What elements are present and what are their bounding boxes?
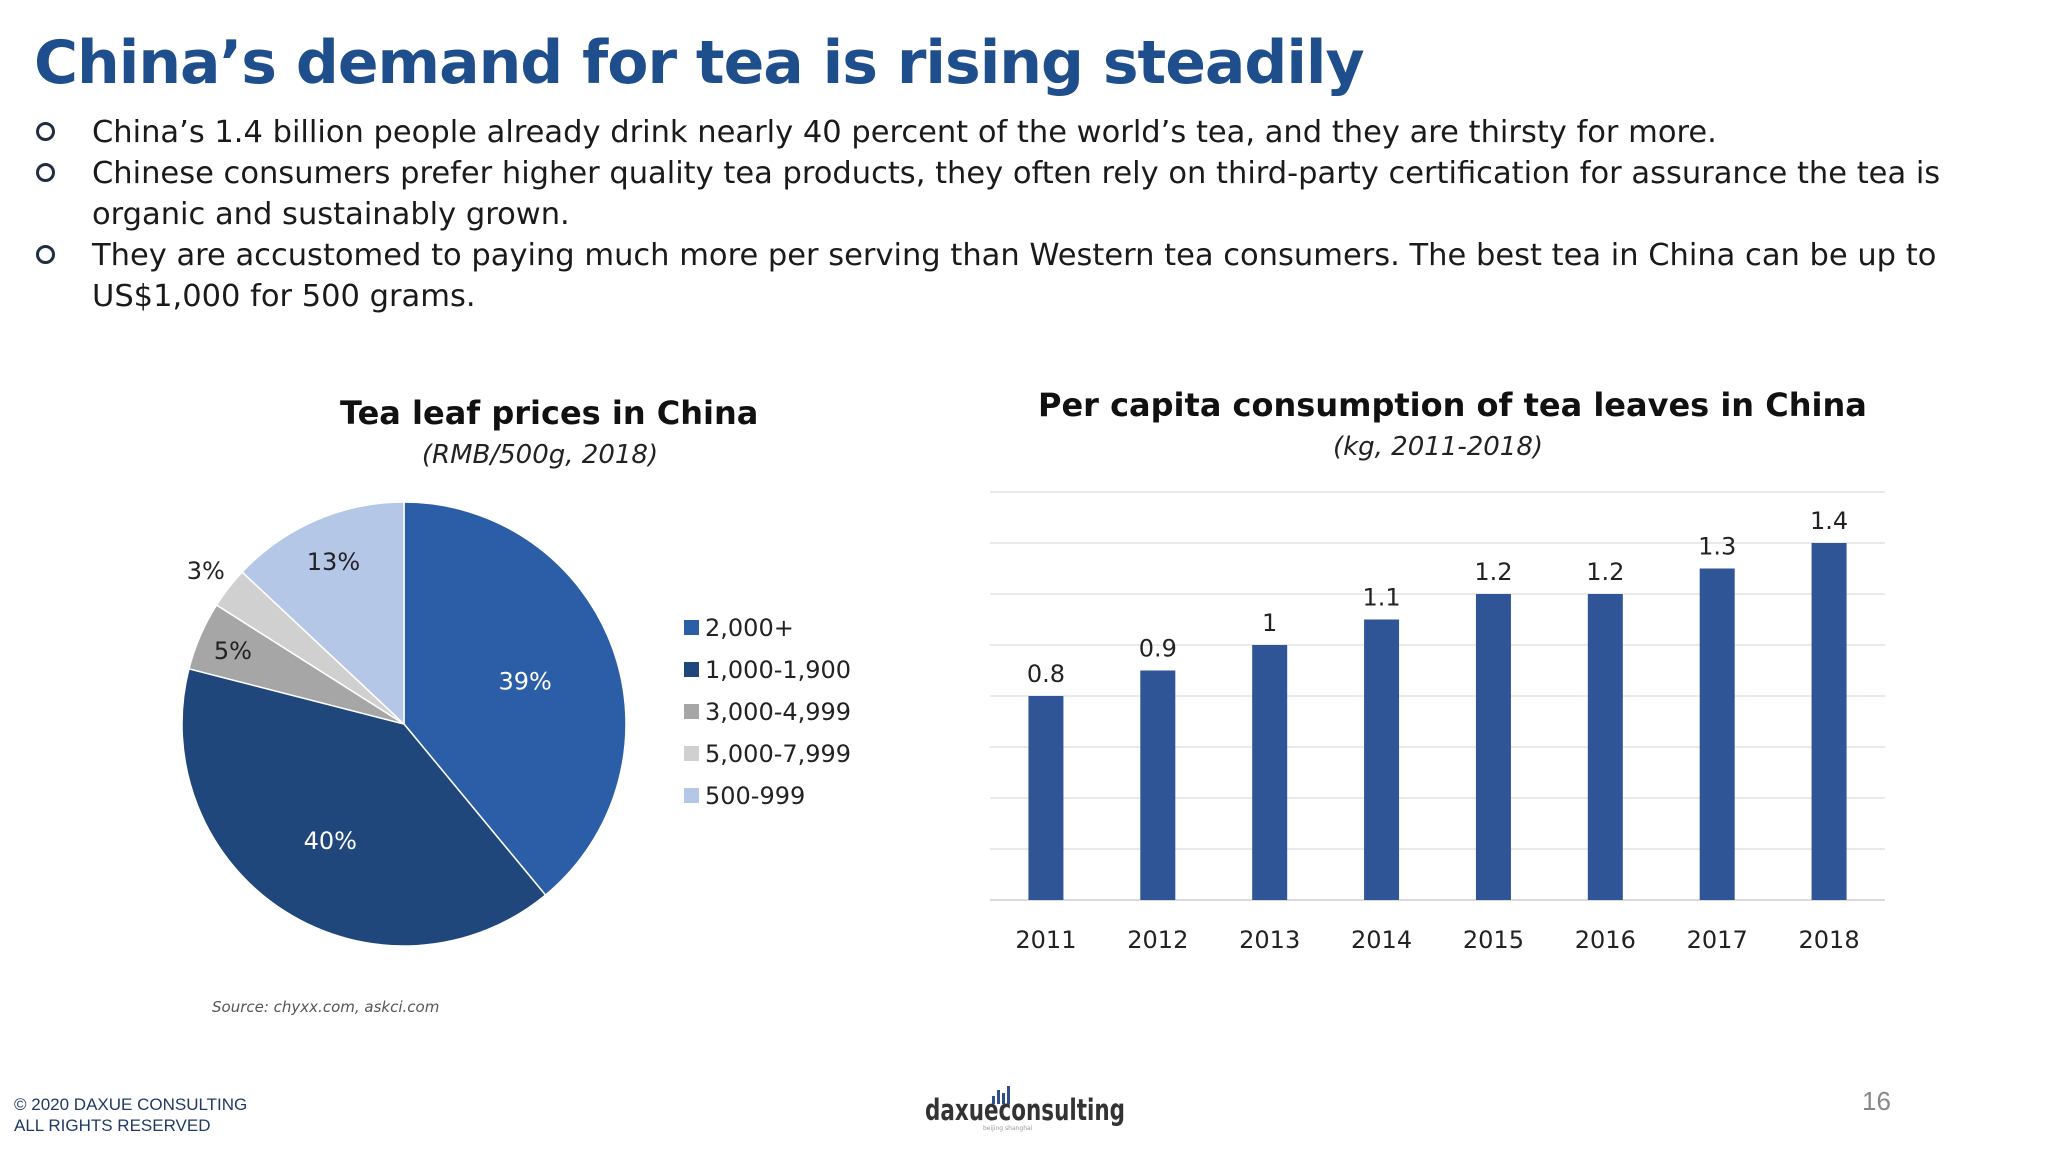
legend-label: 500-999 [705, 782, 805, 810]
slide-title: China’s demand for tea is rising steadil… [34, 28, 1365, 98]
bar [1587, 594, 1623, 900]
pie-data-label: 40% [304, 827, 357, 855]
bar [1364, 619, 1400, 900]
bar-data-label: 1 [1262, 609, 1277, 637]
pie-slice [403, 501, 627, 897]
bar [1811, 543, 1847, 900]
x-tick-label: 2018 [1799, 926, 1860, 954]
legend-label: 1,000-1,900 [705, 656, 851, 684]
pie-data-label: 39% [498, 667, 551, 695]
legend-swatch [684, 746, 699, 761]
legend-label: 5,000-7,999 [705, 740, 851, 768]
legend-swatch [684, 620, 699, 635]
bar-chart: 0.8 2011 0.9 2012 1 2013 1.1 2014 1.2 2015 1.2 2016… [990, 491, 1885, 954]
bullet-item: Chinese consumers prefer higher quality … [36, 153, 2026, 235]
bar-data-label: 1.3 [1698, 533, 1736, 561]
copyright-line: © 2020 DAXUE CONSULTING [14, 1095, 248, 1114]
bar [1252, 645, 1288, 900]
bar-data-label: 1.4 [1810, 507, 1848, 535]
pie-data-label: 13% [307, 548, 360, 576]
legend-swatch [684, 788, 699, 803]
legend-swatch [684, 704, 699, 719]
x-tick-label: 2014 [1351, 926, 1412, 954]
pie-data-label: 5% [214, 637, 252, 665]
bar-data-label: 1.2 [1474, 558, 1512, 586]
legend-label: 3,000-4,999 [705, 698, 851, 726]
pie-chart-subtitle: (RMB/500g, 2018) [421, 440, 659, 470]
bar-data-label: 0.9 [1139, 635, 1177, 663]
logo-wordmark: daxueconsulting [925, 1093, 1125, 1127]
bullet-circle-icon [36, 245, 55, 264]
pie-chart-title: Tea leaf prices in China [340, 394, 759, 432]
page-number: 16 [1862, 1086, 1891, 1116]
x-tick-label: 2011 [1015, 926, 1076, 954]
legend-swatch [684, 662, 699, 677]
bullet-text: Chinese consumers prefer higher quality … [92, 156, 1941, 232]
logo-tagline: beijing shanghai [983, 1125, 1033, 1132]
x-tick-label: 2012 [1127, 926, 1188, 954]
bullet-text: China’s 1.4 billion people already drink… [92, 115, 1717, 150]
bar [1028, 696, 1064, 900]
source-note: Source: chyxx.com, askci.com [212, 998, 440, 1016]
copyright-notice: © 2020 DAXUE CONSULTING ALL RIGHTS RESER… [14, 1094, 247, 1136]
bullet-circle-icon [36, 122, 55, 141]
logo-bars-icon [992, 1086, 1010, 1104]
x-tick-label: 2015 [1463, 926, 1524, 954]
bar [1475, 594, 1511, 900]
daxue-consulting-logo: daxueconsulting beijing shanghai [925, 1086, 1125, 1132]
x-tick-label: 2017 [1687, 926, 1748, 954]
copyright-line: ALL RIGHTS RESERVED [14, 1116, 211, 1135]
bar-data-label: 0.8 [1027, 660, 1065, 688]
pie-data-label: 3% [187, 557, 225, 585]
bar [1699, 568, 1735, 900]
bullet-text: They are accustomed to paying much more … [92, 238, 1937, 314]
x-tick-label: 2016 [1575, 926, 1636, 954]
x-tick-label: 2013 [1239, 926, 1300, 954]
pie-slice [241, 501, 405, 726]
bar-data-label: 1.2 [1586, 558, 1624, 586]
bar-chart-subtitle: (kg, 2011-2018) [1332, 432, 1544, 462]
bar-chart-title: Per capita consumption of tea leaves in … [1038, 386, 1867, 424]
bullet-item: China’s 1.4 billion people already drink… [36, 112, 2026, 153]
bar-data-label: 1.1 [1362, 584, 1400, 612]
bullet-list: China’s 1.4 billion people already drink… [36, 112, 2026, 317]
pie-slice [181, 667, 547, 947]
bullet-circle-icon [36, 163, 55, 182]
pie-chart: 39% 40% 5% 3% 13% 2,000+ 1,000-1,900 3,000-4,99… [181, 501, 851, 947]
legend-label: 2,000+ [705, 614, 794, 642]
bar [1140, 670, 1176, 900]
bullet-item: They are accustomed to paying much more … [36, 235, 2026, 317]
